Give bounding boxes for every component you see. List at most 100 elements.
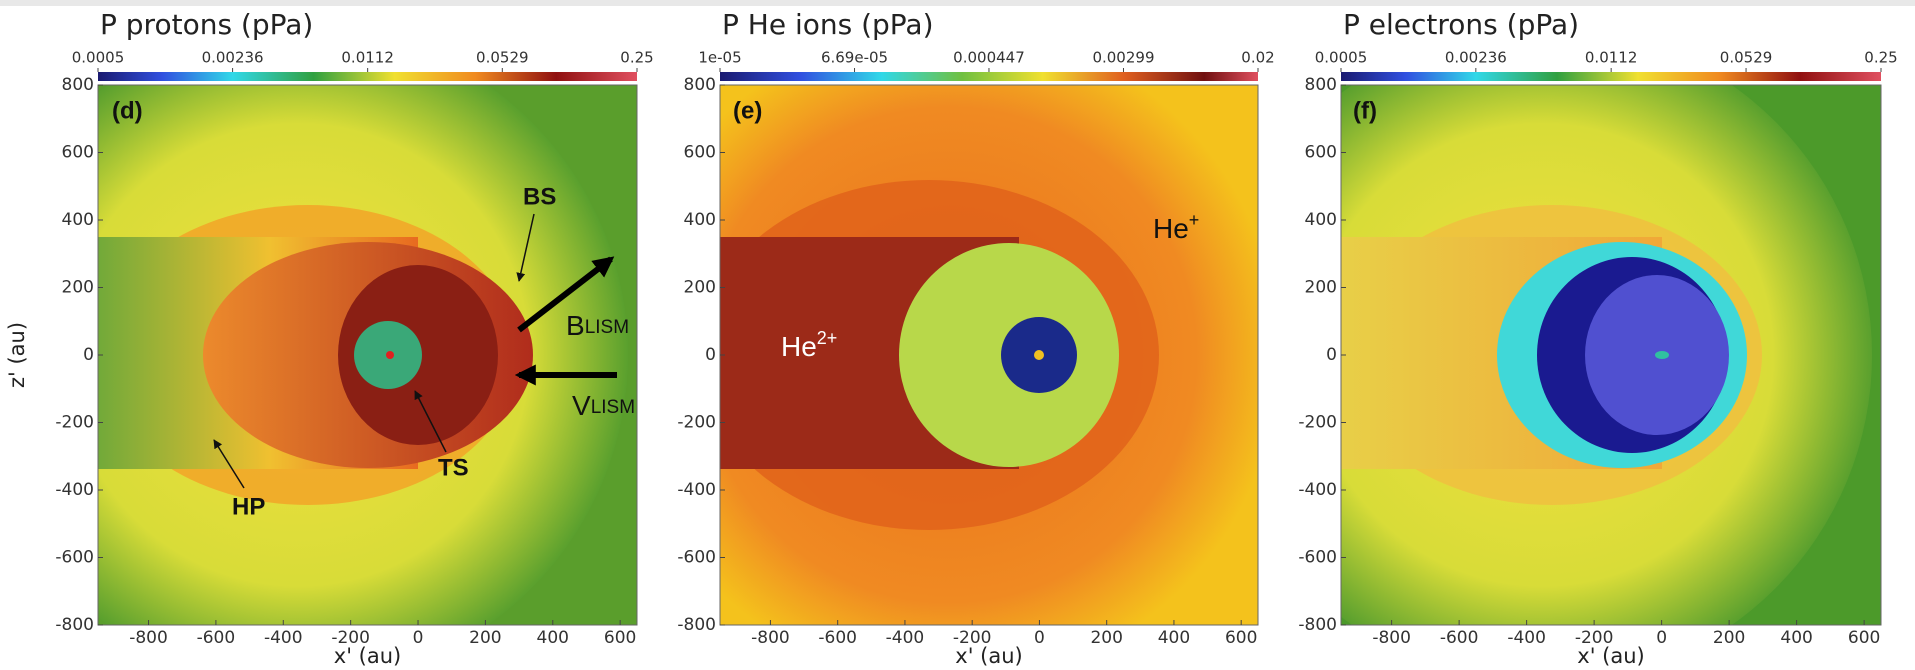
x-tick-label: 400 <box>1158 628 1190 648</box>
y-tick-label: -400 <box>55 480 94 500</box>
arrow <box>213 439 245 489</box>
field-image <box>720 85 1258 625</box>
y-tick-label: 600 <box>62 143 94 163</box>
annotation: V <box>572 390 591 421</box>
y-tick-label: 400 <box>684 210 716 230</box>
y-tick-label: -600 <box>677 548 716 568</box>
colorbar-tick-label: 6.69e-05 <box>821 49 888 67</box>
x-tick-label: 200 <box>1713 628 1745 648</box>
annotation: VLISM <box>572 390 635 421</box>
colorbar-tick-label: 0.00236 <box>202 49 264 67</box>
colorbar-tick-label: 1e-05 <box>698 49 741 67</box>
arrow <box>516 213 535 282</box>
panel-label: (d) <box>112 97 143 124</box>
y-tick-label: 400 <box>1305 210 1337 230</box>
x-tick-label: 0 <box>1034 628 1045 648</box>
x-tick-label: -800 <box>129 628 168 648</box>
x-tick-label: 0 <box>1656 628 1667 648</box>
y-tick-label: -800 <box>1298 615 1337 635</box>
x-tick-label: -200 <box>953 628 992 648</box>
annotation: B <box>566 310 585 341</box>
field-image <box>1341 85 1881 625</box>
y-tick-label: 0 <box>705 345 716 365</box>
y-tick-label: 800 <box>62 75 94 95</box>
arrow <box>517 256 615 333</box>
y-axis-label: z' (au) <box>5 322 29 388</box>
annotation-sub: LISM <box>585 317 629 338</box>
annotation-sub: LISM <box>591 397 635 418</box>
colorbar-tick-label: 0.00299 <box>1092 49 1154 67</box>
panel-label: (e) <box>733 97 762 124</box>
colorbar-tick-label: 0.0005 <box>1315 49 1368 67</box>
x-tick-label: -400 <box>264 628 303 648</box>
annotation: BLISM <box>566 310 629 341</box>
x-tick-label: 200 <box>469 628 501 648</box>
x-tick-label: -800 <box>751 628 790 648</box>
x-tick-label: 400 <box>537 628 569 648</box>
colorbar-tick-label: 0.0529 <box>476 49 529 67</box>
x-axis-label: x' (au) <box>334 644 401 668</box>
colorbar-tick-label: 0.25 <box>1864 49 1897 67</box>
x-tick-label: 600 <box>1848 628 1880 648</box>
colorbar-tick-label: 0.0112 <box>1585 49 1638 67</box>
x-axis-label: x' (au) <box>1577 644 1644 668</box>
x-tick-label: -800 <box>1372 628 1411 648</box>
annotation: BS <box>523 183 556 210</box>
colorbar <box>720 72 1258 81</box>
y-tick-label: -600 <box>55 548 94 568</box>
x-tick-label: -600 <box>197 628 236 648</box>
annotation: TS <box>438 454 469 481</box>
x-tick-label: -200 <box>331 628 370 648</box>
x-axis-label: x' (au) <box>955 644 1022 668</box>
panel-label: (f) <box>1353 97 1377 124</box>
x-tick-label: -600 <box>1440 628 1479 648</box>
colorbar-tick-label: 0.02 <box>1241 49 1274 67</box>
annotation-sup: + <box>1189 210 1200 230</box>
colorbar-tick-label: 0.0112 <box>341 49 394 67</box>
y-tick-label: 200 <box>1305 278 1337 298</box>
annotation: HP <box>232 493 265 520</box>
y-tick-label: 600 <box>684 143 716 163</box>
field-image <box>98 85 637 625</box>
chart-title: P electrons (pPa) <box>1343 8 1579 41</box>
x-tick-label: 0 <box>413 628 424 648</box>
annotation: He <box>781 331 817 362</box>
colorbar-tick-label: 0.0529 <box>1720 49 1773 67</box>
y-tick-label: 800 <box>684 75 716 95</box>
colorbar <box>98 72 637 81</box>
colorbar <box>1341 72 1881 81</box>
y-tick-label: -400 <box>677 480 716 500</box>
y-tick-label: 200 <box>62 278 94 298</box>
x-tick-label: 600 <box>604 628 636 648</box>
annotation: He2+ <box>781 328 837 363</box>
arrow <box>414 390 447 453</box>
colorbar-tick-label: 0.0005 <box>72 49 125 67</box>
annotation: He <box>1153 213 1189 244</box>
chart-title: P protons (pPa) <box>100 8 313 41</box>
annotation-sup: 2+ <box>817 328 838 348</box>
x-tick-label: 200 <box>1090 628 1122 648</box>
x-tick-label: -600 <box>818 628 857 648</box>
x-tick-label: -400 <box>886 628 925 648</box>
y-tick-label: -200 <box>677 413 716 433</box>
colorbar-tick-label: 0.00236 <box>1445 49 1507 67</box>
y-tick-label: 400 <box>62 210 94 230</box>
x-tick-label: 400 <box>1780 628 1812 648</box>
chart-title: P He ions (pPa) <box>722 8 934 41</box>
x-tick-label: -200 <box>1575 628 1614 648</box>
colorbar-tick-label: 0.000447 <box>953 49 1025 67</box>
y-tick-label: -200 <box>55 413 94 433</box>
y-tick-label: -200 <box>1298 413 1337 433</box>
x-tick-label: 600 <box>1225 628 1257 648</box>
y-tick-label: 600 <box>1305 143 1337 163</box>
y-tick-label: -400 <box>1298 480 1337 500</box>
colorbar-tick-label: 0.25 <box>620 49 653 67</box>
y-tick-label: 0 <box>1326 345 1337 365</box>
annotation: He+ <box>1153 210 1199 245</box>
y-tick-label: 200 <box>684 278 716 298</box>
x-tick-label: -400 <box>1507 628 1546 648</box>
y-tick-label: 0 <box>83 345 94 365</box>
top-strip <box>0 0 1915 6</box>
y-tick-label: -600 <box>1298 548 1337 568</box>
